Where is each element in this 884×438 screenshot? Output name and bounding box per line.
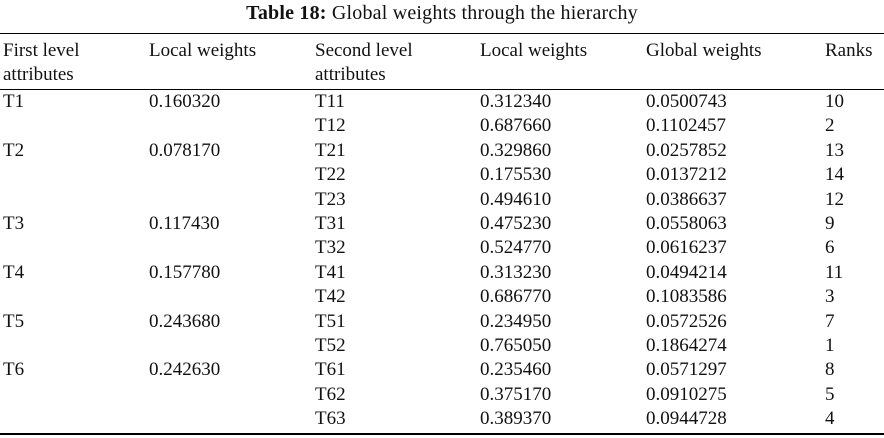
cell-second-level-attribute: T11	[315, 91, 345, 112]
header-second-level-line1: Second level	[315, 40, 413, 61]
table-row: T4 0.157780 T41 0.313230 0.0494214 11	[0, 261, 884, 285]
cell-rank: 8	[825, 359, 835, 381]
table-row: T52 0.765050 0.1864274 1	[0, 334, 884, 358]
table-row: T12 0.687660 0.1102457 2	[0, 114, 884, 138]
table-bottom-rule	[0, 433, 884, 435]
cell-second-level-attribute: T63	[315, 408, 346, 430]
cell-first-level-local-weight: 0.242630	[149, 359, 221, 381]
cell-second-level-attribute: T12	[315, 115, 346, 137]
cell-global-weight: 0.1864274	[646, 334, 727, 356]
cell-second-level-attribute: T51	[315, 310, 346, 332]
cell-rank: 14	[825, 164, 844, 186]
cell-second-level-local-weight: 0.524770	[480, 237, 552, 259]
cell-second-level-attribute: T41	[315, 261, 346, 283]
cell-global-weight: 0.0571297	[646, 359, 727, 381]
table-row: T63 0.389370 0.0944728 4	[0, 407, 884, 431]
cell-first-level-local-weight: 0.078170	[149, 139, 221, 161]
cell-rank: 4	[825, 408, 835, 430]
cell-rank: 11	[825, 261, 844, 283]
header-ranks: Ranks	[825, 40, 873, 61]
cell-rank: 13	[825, 139, 844, 161]
table-row: T2 0.078170 T21 0.329860 0.0257852 13	[0, 139, 884, 163]
cell-second-level-local-weight: 0.375170	[480, 383, 552, 405]
table-row: T23 0.494610 0.0386637 12	[0, 188, 884, 212]
cell-second-level-attribute: T61	[315, 359, 346, 381]
table-row: T22 0.175530 0.0137212 14	[0, 163, 884, 187]
table-header-rule	[0, 89, 884, 90]
cell-rank: 7	[825, 310, 835, 332]
cell-global-weight: 0.0910275	[646, 383, 727, 405]
table-caption-label: Table 18:	[246, 2, 327, 24]
table-row: T32 0.524770 0.0616237 6	[0, 236, 884, 260]
cell-second-level-attribute: T32	[315, 237, 346, 259]
cell-global-weight: 0.0257852	[646, 139, 727, 161]
cell-second-level-local-weight: 0.312340	[480, 91, 552, 112]
cell-second-level-local-weight: 0.687660	[480, 115, 552, 137]
header-local-weights-2: Local weights	[480, 40, 588, 61]
cell-first-level-attribute: T4	[3, 261, 25, 283]
cell-rank: 2	[825, 115, 835, 137]
header-first-level-line1: First level	[3, 40, 80, 61]
header-second-level-attributes: Second level attributes	[315, 39, 413, 87]
header-first-level-line2: attributes	[3, 64, 74, 85]
cell-second-level-local-weight: 0.686770	[480, 286, 552, 308]
cell-second-level-local-weight: 0.765050	[480, 334, 552, 356]
cell-second-level-local-weight: 0.475230	[480, 212, 552, 234]
cell-second-level-local-weight: 0.234950	[480, 310, 552, 332]
cell-second-level-attribute: T22	[315, 164, 346, 186]
cell-global-weight: 0.1102457	[646, 115, 727, 137]
table-row: T5 0.243680 T51 0.234950 0.0572526 7	[0, 310, 884, 334]
table-row: T3 0.117430 T31 0.475230 0.0558063 9	[0, 212, 884, 236]
table-row: T42 0.686770 0.1083586 3	[0, 285, 884, 309]
table-body: T1 0.160320 T11 0.312340 0.0500743 10 T12 0.687…	[0, 90, 884, 431]
cell-global-weight: 0.0137212	[646, 164, 727, 186]
cell-second-level-attribute: T62	[315, 383, 346, 405]
cell-global-weight: 0.0558063	[646, 212, 727, 234]
cell-first-level-local-weight: 0.157780	[149, 261, 221, 283]
table-caption-text: Global weights through the hierarchy	[331, 2, 638, 24]
table-row: T62 0.375170 0.0910275 5	[0, 383, 884, 407]
table-top-rule	[0, 33, 884, 34]
cell-second-level-attribute: T52	[315, 334, 346, 356]
cell-global-weight: 0.0944728	[646, 408, 727, 430]
header-local-weights-1: Local weights	[149, 40, 257, 61]
cell-first-level-attribute: T2	[3, 139, 25, 161]
cell-rank: 3	[825, 286, 835, 308]
cell-global-weight: 0.0616237	[646, 237, 727, 259]
cell-second-level-local-weight: 0.235460	[480, 359, 552, 381]
cell-second-level-attribute: T31	[315, 212, 346, 234]
cell-second-level-local-weight: 0.494610	[480, 188, 552, 210]
cell-global-weight: 0.0494214	[646, 261, 727, 283]
cell-rank: 12	[825, 188, 844, 210]
cell-global-weight: 0.0500743	[646, 91, 727, 112]
header-global-weights: Global weights	[646, 40, 762, 61]
cell-second-level-local-weight: 0.175530	[480, 164, 552, 186]
cell-first-level-attribute: T5	[3, 310, 25, 332]
cell-second-level-local-weight: 0.313230	[480, 261, 552, 283]
header-first-level-attributes: First level attributes	[3, 39, 80, 87]
cell-first-level-local-weight: 0.243680	[149, 310, 221, 332]
cell-first-level-attribute: T6	[3, 359, 25, 381]
cell-second-level-local-weight: 0.329860	[480, 139, 552, 161]
cell-first-level-local-weight: 0.117430	[149, 212, 220, 234]
cell-first-level-attribute: T1	[3, 91, 25, 112]
cell-rank: 1	[825, 334, 835, 356]
cell-global-weight: 0.0386637	[646, 188, 727, 210]
cell-second-level-attribute: T21	[315, 139, 346, 161]
cell-rank: 6	[825, 237, 835, 259]
cell-rank: 10	[825, 91, 844, 112]
cell-rank: 5	[825, 383, 835, 405]
cell-global-weight: 0.0572526	[646, 310, 727, 332]
cell-rank: 9	[825, 212, 835, 234]
cell-second-level-local-weight: 0.389370	[480, 408, 552, 430]
cell-first-level-attribute: T3	[3, 212, 25, 234]
cell-second-level-attribute: T42	[315, 286, 346, 308]
table-row: T6 0.242630 T61 0.235460 0.0571297 8	[0, 358, 884, 382]
header-second-level-line2: attributes	[315, 64, 386, 85]
cell-first-level-local-weight: 0.160320	[149, 91, 221, 112]
table-caption: Table 18: Global weights through the hie…	[0, 1, 884, 25]
cell-global-weight: 0.1083586	[646, 286, 727, 308]
cell-second-level-attribute: T23	[315, 188, 346, 210]
table-row: T1 0.160320 T11 0.312340 0.0500743 10	[0, 90, 884, 114]
